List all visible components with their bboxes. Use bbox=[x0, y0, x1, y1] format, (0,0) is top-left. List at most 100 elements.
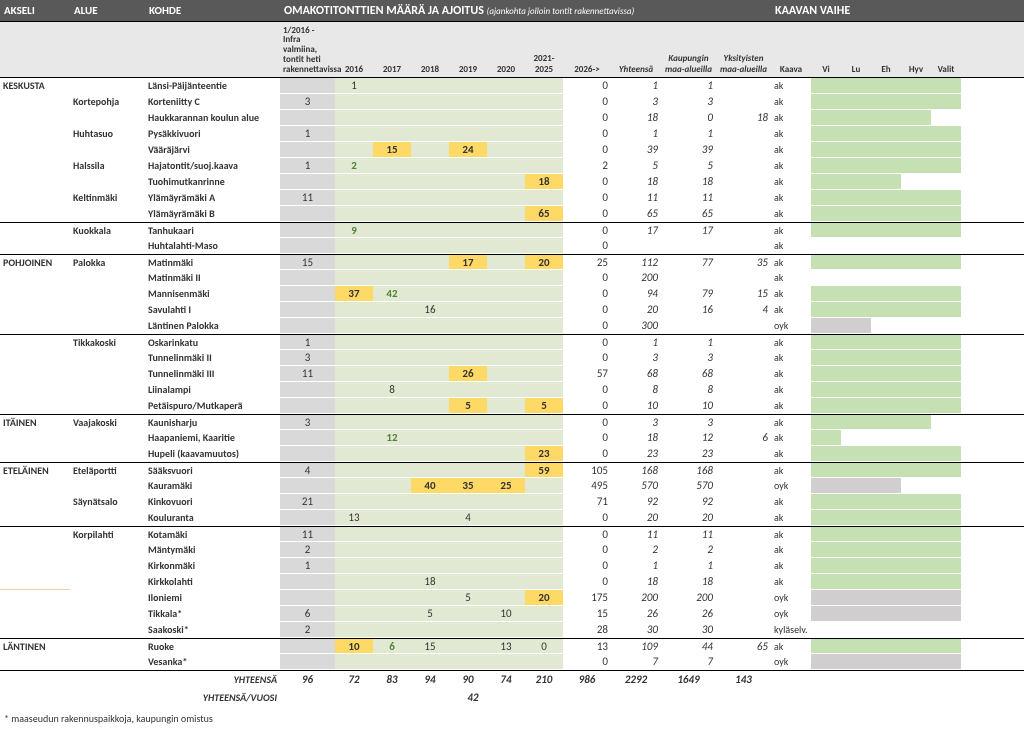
cell-phase bbox=[931, 478, 961, 493]
cell-kaup: 7 bbox=[661, 654, 716, 669]
cell-phase bbox=[901, 366, 931, 381]
cell-alue: Korpilahti bbox=[70, 527, 145, 541]
hdr-kaava: KAAVAN VAIHE bbox=[771, 2, 961, 20]
cell-phase bbox=[841, 350, 871, 365]
cell-year bbox=[525, 318, 563, 333]
cell-kaava: ak bbox=[771, 415, 811, 429]
cell-yht: 18 bbox=[611, 574, 661, 589]
cell-infra bbox=[280, 639, 335, 653]
cell-phase bbox=[811, 494, 841, 509]
cell-yks bbox=[716, 158, 771, 173]
cell-year: 16 bbox=[411, 302, 449, 317]
cell-kohde: Vesanka* bbox=[145, 654, 280, 669]
cell-phase bbox=[931, 446, 961, 461]
cell-infra bbox=[280, 142, 335, 157]
cell-yks: 18 bbox=[716, 110, 771, 125]
cell-2026: 71 bbox=[563, 494, 611, 509]
cell-2026: 0 bbox=[563, 174, 611, 189]
cell-year bbox=[487, 255, 525, 269]
cell-year bbox=[335, 174, 373, 189]
cell-phase bbox=[871, 270, 901, 285]
cell-year bbox=[411, 94, 449, 109]
cell-yks bbox=[716, 142, 771, 157]
cell-year bbox=[373, 270, 411, 285]
cell-2026: 0 bbox=[563, 527, 611, 541]
cell-kaup: 30 bbox=[661, 622, 716, 637]
cell-kaup bbox=[661, 318, 716, 333]
cell-phase bbox=[931, 639, 961, 653]
cell-infra: 2 bbox=[280, 622, 335, 637]
cell-year bbox=[335, 302, 373, 317]
cell-phase bbox=[811, 302, 841, 317]
cell-phase bbox=[811, 206, 841, 221]
cell-alue bbox=[70, 286, 145, 301]
cell-year bbox=[487, 415, 525, 429]
sub-yks: Yksityisten maa-alueilla bbox=[716, 51, 771, 77]
cell-year bbox=[373, 126, 411, 141]
cell-year bbox=[335, 350, 373, 365]
cell-year bbox=[335, 606, 373, 621]
cell-kohde: Vääräjärvi bbox=[145, 142, 280, 157]
cell-phase bbox=[841, 126, 871, 141]
cell-year bbox=[335, 590, 373, 605]
cell-phase bbox=[811, 478, 841, 493]
cell-year: 17 bbox=[449, 255, 487, 269]
cell-phase bbox=[931, 223, 961, 237]
cell-yht: 10 bbox=[611, 398, 661, 413]
cell-phase bbox=[811, 142, 841, 157]
cell-year bbox=[411, 622, 449, 637]
cell-year bbox=[335, 574, 373, 589]
cell-phase bbox=[871, 463, 901, 477]
cell-phase bbox=[811, 542, 841, 557]
cell-akseli bbox=[0, 270, 70, 285]
cell-phase bbox=[901, 142, 931, 157]
cell-phase bbox=[811, 463, 841, 477]
cell-year bbox=[335, 415, 373, 429]
cell-year bbox=[525, 270, 563, 285]
cell-year bbox=[335, 446, 373, 461]
cell-kaava: ak bbox=[771, 510, 811, 525]
cell-year bbox=[335, 206, 373, 221]
cell-year: 10 bbox=[487, 606, 525, 621]
cell-phase bbox=[841, 639, 871, 653]
cell-year bbox=[487, 382, 525, 397]
cell-alue: Kortepohja bbox=[70, 94, 145, 109]
table-row: Kauramäki403525495570570oyk bbox=[0, 478, 1024, 494]
table-row: Kirkonmäki1011ak bbox=[0, 558, 1024, 574]
cell-phase bbox=[0, 525, 70, 527]
cell-year bbox=[487, 286, 525, 301]
cell-kaup: 12 bbox=[661, 430, 716, 445]
cell-akseli bbox=[0, 206, 70, 221]
sub-2021: 2021-2025 bbox=[525, 51, 563, 77]
cell-yht: 7 bbox=[611, 654, 661, 669]
cell-yht: 570 bbox=[611, 478, 661, 493]
cell-phase bbox=[931, 606, 961, 621]
cell-yht bbox=[611, 238, 661, 253]
cell-akseli bbox=[0, 446, 70, 461]
cell-year bbox=[373, 398, 411, 413]
cell-phase bbox=[901, 302, 931, 317]
cell-alue bbox=[70, 590, 145, 605]
table-row: Tunnelinmäki III1126576868ak bbox=[0, 366, 1024, 382]
cell-kohde: Sääksvuori bbox=[145, 463, 280, 477]
cell-akseli bbox=[0, 366, 70, 381]
cell-year bbox=[411, 558, 449, 573]
cell-akseli bbox=[0, 430, 70, 445]
cell-alue bbox=[70, 446, 145, 461]
cell-2026: 0 bbox=[563, 542, 611, 557]
cell-year: 42 bbox=[373, 286, 411, 301]
tot-y4: 74 bbox=[487, 671, 525, 688]
cell-infra bbox=[280, 206, 335, 221]
cell-kaava: ak bbox=[771, 463, 811, 477]
cell-kaava: ak bbox=[771, 142, 811, 157]
cell-phase bbox=[841, 318, 871, 333]
cell-year: 65 bbox=[525, 206, 563, 221]
cell-kaup: 39 bbox=[661, 142, 716, 157]
cell-phase bbox=[871, 78, 901, 93]
cell-yks bbox=[716, 78, 771, 93]
cell-phase bbox=[901, 415, 931, 429]
cell-yht: 168 bbox=[611, 463, 661, 477]
cell-year bbox=[335, 110, 373, 125]
cell-alue bbox=[70, 366, 145, 381]
table-row: HalssilaHajatontit/suoj.kaava12255ak bbox=[0, 158, 1024, 174]
